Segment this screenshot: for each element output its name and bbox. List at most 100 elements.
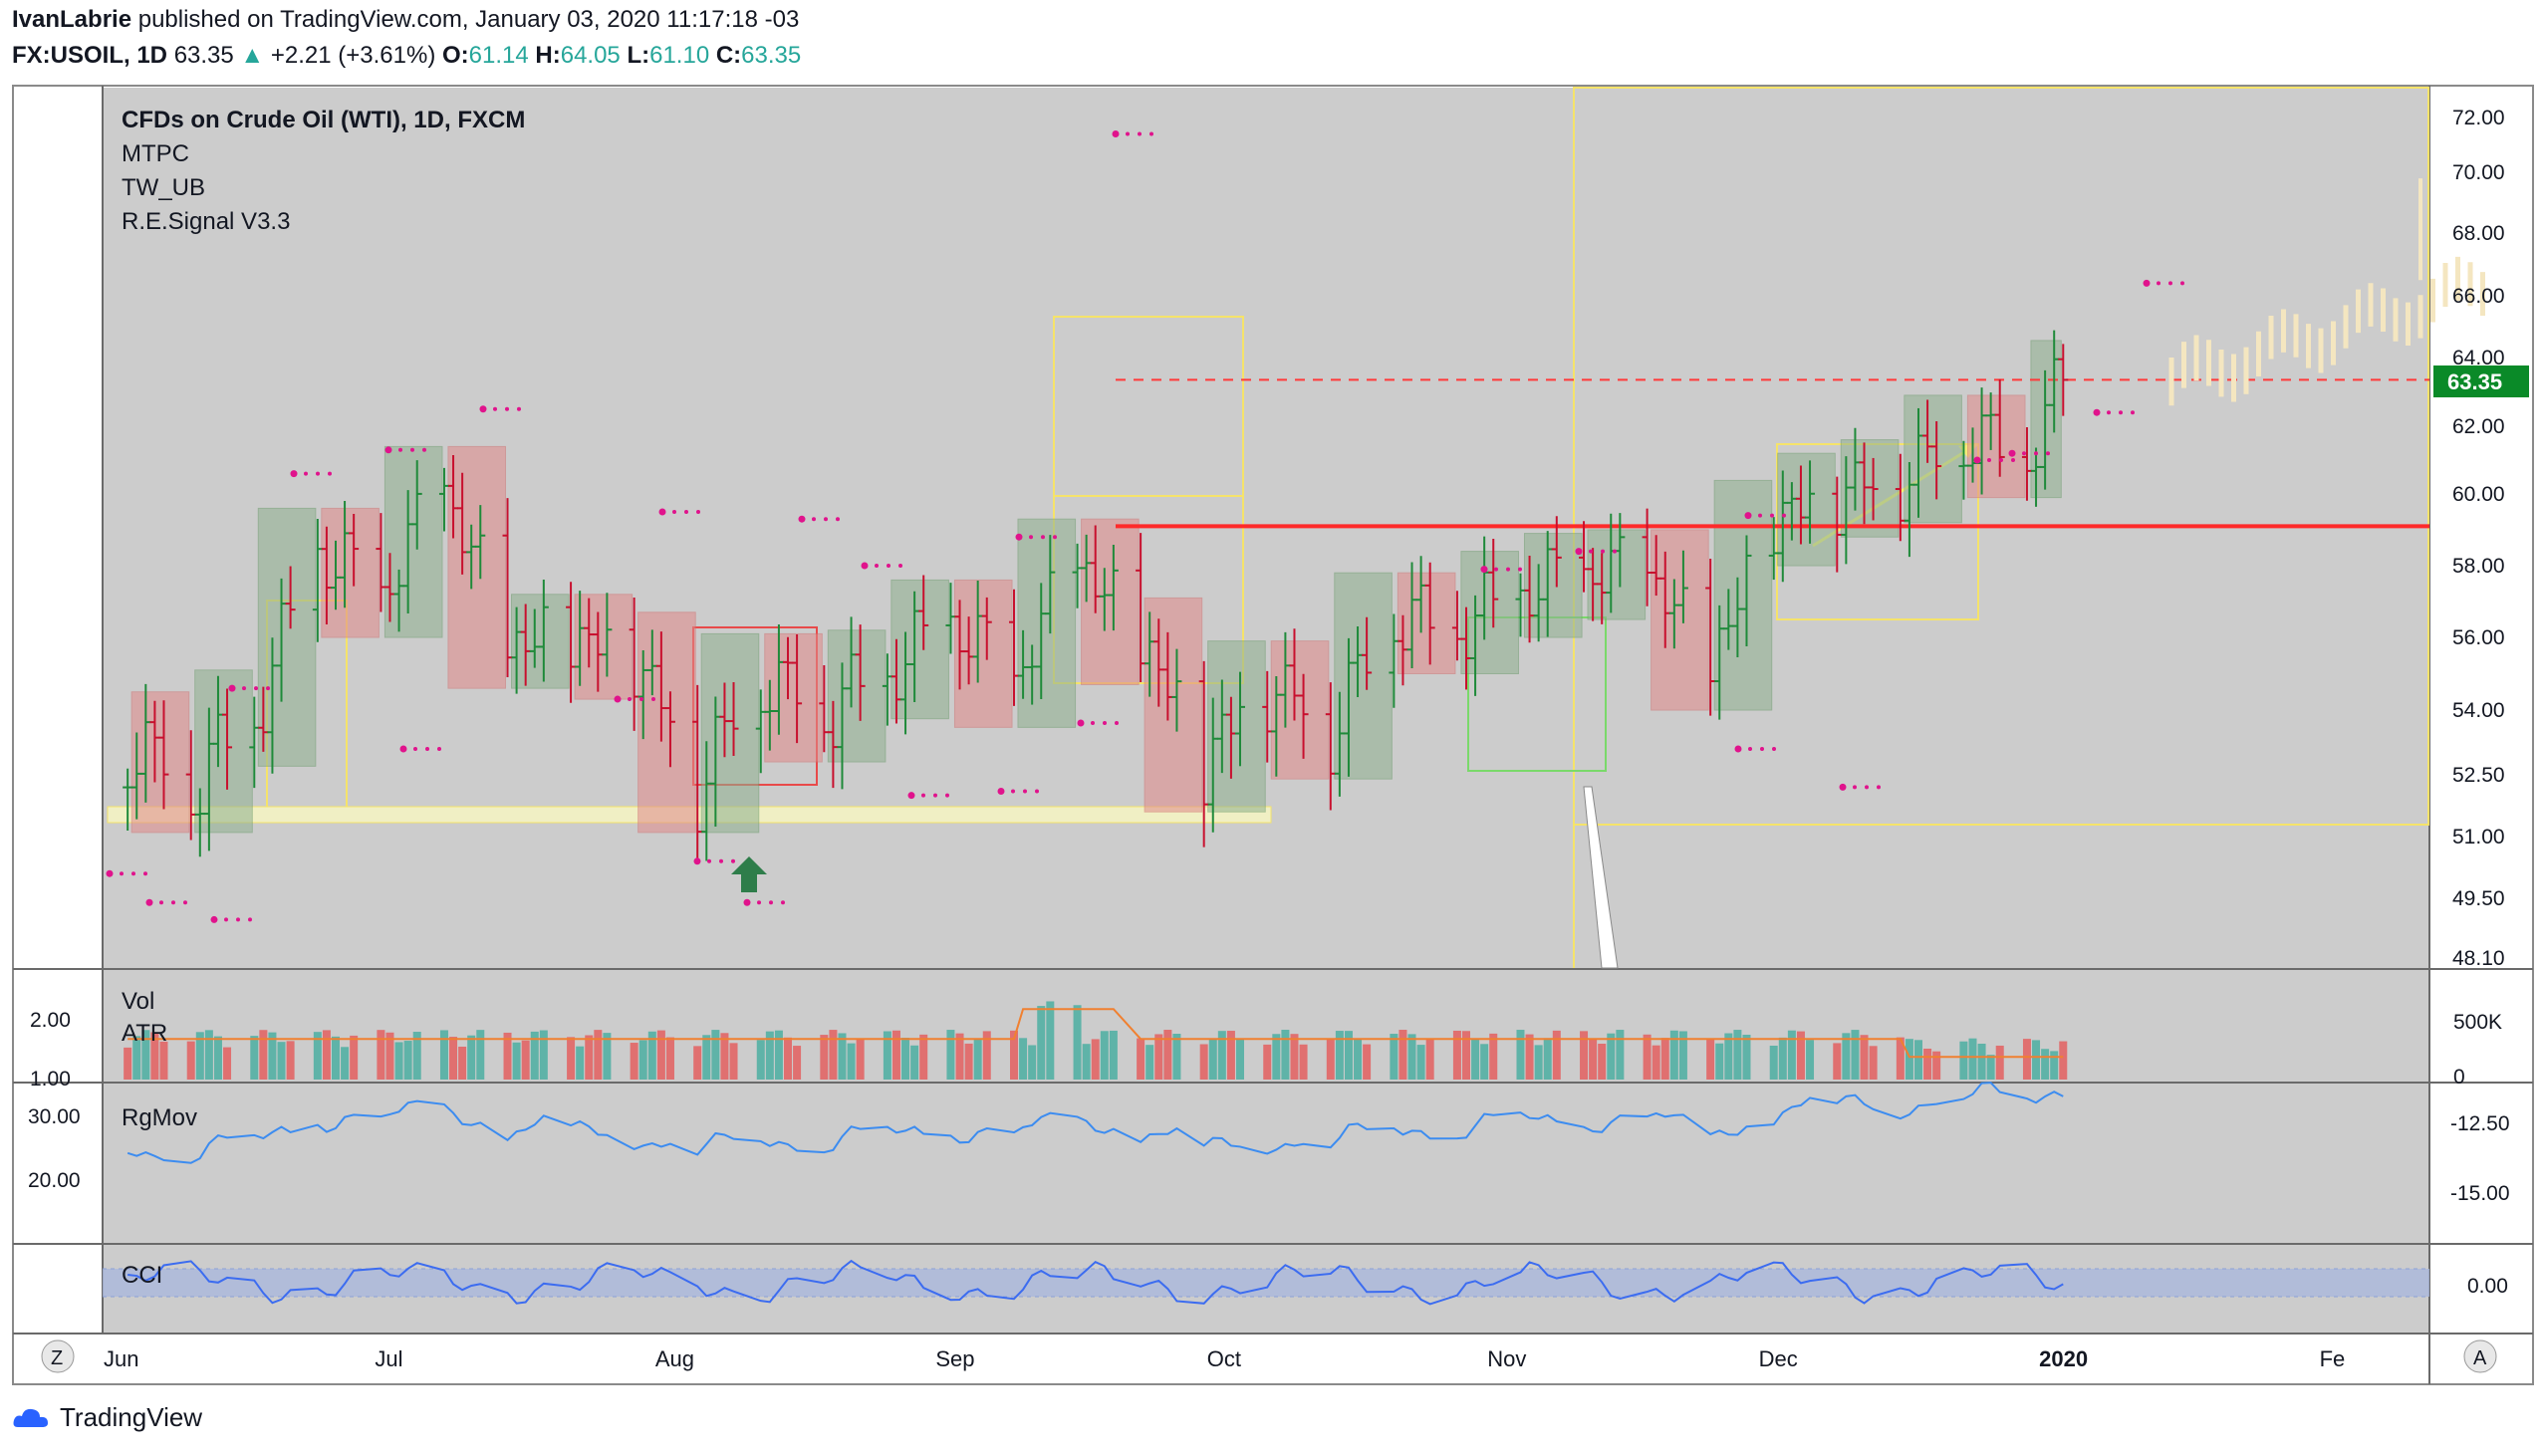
time-tick-label: Aug xyxy=(655,1346,694,1371)
signal-dot-trail xyxy=(672,510,676,514)
symbol-label[interactable]: FX:USOIL, 1D xyxy=(12,42,168,69)
volume-bar xyxy=(195,1032,204,1080)
legend-indicator[interactable]: TW_UB xyxy=(122,174,205,201)
volume-bar xyxy=(467,1035,476,1080)
signal-dot-trail xyxy=(248,917,252,922)
volume-bar xyxy=(1806,1040,1815,1080)
signal-dot-trail xyxy=(2119,410,2123,415)
signal-dot xyxy=(743,898,751,906)
price-tick-label: 64.00 xyxy=(2452,347,2505,369)
time-tick-label: Jun xyxy=(104,1346,138,1371)
signal-dot xyxy=(614,695,622,703)
volume-bar xyxy=(530,1031,539,1080)
signal-dot-trail xyxy=(898,564,902,568)
volume-ma-line xyxy=(127,1008,2064,1059)
volume-bar xyxy=(1616,1030,1625,1080)
volume-bar xyxy=(982,1031,991,1080)
volume-bar xyxy=(268,1032,277,1080)
volume-bar xyxy=(1860,1035,1869,1080)
signal-dot xyxy=(290,470,298,478)
volume-bar xyxy=(1163,1030,1172,1080)
rgmov-label[interactable]: RgMov xyxy=(122,1104,197,1131)
volume-bar xyxy=(774,1030,783,1080)
signal-dot-trail xyxy=(1053,535,1057,540)
time-tick-label: Dec xyxy=(1759,1346,1798,1371)
tradingview-logo[interactable]: TradingView xyxy=(12,1402,202,1433)
signal-dot xyxy=(228,684,236,692)
volume-bar xyxy=(341,1047,350,1080)
signal-dot-trail xyxy=(1853,785,1857,790)
legend-indicator[interactable]: R.E.Signal V3.3 xyxy=(122,208,290,235)
volume-bar xyxy=(1398,1030,1407,1080)
open-label: O: xyxy=(441,42,469,69)
volume-bar xyxy=(1082,1044,1091,1080)
signal-dot-trail xyxy=(159,900,163,905)
atr-label[interactable]: ATR xyxy=(122,1020,167,1047)
price-tick-label: 49.50 xyxy=(2452,887,2505,910)
pointer-drawing[interactable] xyxy=(1583,786,1619,969)
signal-dot-trail xyxy=(836,517,840,522)
volume-bar xyxy=(901,1038,910,1080)
legend-symbol[interactable]: CFDs on Crude Oil (WTI), 1D, FXCM xyxy=(122,107,525,133)
signal-dot-trail xyxy=(945,793,949,798)
z-button[interactable] xyxy=(41,1339,75,1373)
volume-bar xyxy=(1959,1041,1968,1080)
volume-bar xyxy=(2050,1051,2059,1080)
signal-dot-trail xyxy=(824,517,828,522)
signal-dot-trail xyxy=(769,900,773,905)
signal-dot-trail xyxy=(887,564,890,568)
signal-dot-trail xyxy=(1126,131,1130,136)
z-button-label: Z xyxy=(51,1347,63,1369)
volume-bar xyxy=(213,1036,222,1080)
signal-zone-box xyxy=(1207,640,1266,813)
price-tick-label: 70.00 xyxy=(2452,161,2505,184)
price-tick-label: 48.10 xyxy=(2452,947,2505,970)
signal-dot xyxy=(907,792,915,800)
volume-bar xyxy=(1154,1034,1163,1080)
price-tick-label: 58.00 xyxy=(2452,555,2505,578)
volume-bar xyxy=(1489,1033,1498,1080)
signal-dot-trail xyxy=(1770,513,1774,518)
signal-dot-trail xyxy=(2131,410,2135,415)
cloud-logo-icon xyxy=(13,1408,48,1427)
signal-dot-trail xyxy=(505,406,509,411)
vol-label[interactable]: Vol xyxy=(122,988,154,1015)
signal-dot-trail xyxy=(1138,131,1142,136)
price-badge xyxy=(2433,365,2529,397)
time-axis[interactable]: Jun Jul Aug Sep Oct Nov Dec 2020 Fe xyxy=(104,1346,2345,1371)
volume-bar xyxy=(439,1030,448,1080)
signal-dot-trail xyxy=(316,471,320,476)
price-change: +2.21 (+3.61%) xyxy=(270,42,436,69)
rgmov-left-tick: 20.00 xyxy=(28,1169,81,1192)
volume-bar xyxy=(1480,1044,1489,1080)
volume-bar xyxy=(204,1030,213,1080)
volume-bar xyxy=(585,1035,594,1080)
signal-zone-box xyxy=(1017,518,1077,728)
price-axis[interactable]: 72.00 70.00 68.00 66.00 64.00 62.00 60.00 58.00… xyxy=(2452,107,2505,970)
volume-bar xyxy=(1109,1030,1118,1080)
volume-bar xyxy=(910,1045,919,1080)
author-name[interactable]: IvanLabrie xyxy=(12,6,132,33)
signal-dot-trail xyxy=(812,517,816,522)
legend-indicator[interactable]: MTPC xyxy=(122,140,189,167)
volume-bar xyxy=(250,1036,259,1080)
volume-bar xyxy=(1914,1040,1922,1080)
signal-zone-box xyxy=(827,629,887,763)
cci-label[interactable]: CCI xyxy=(122,1262,162,1289)
signal-dot-trail xyxy=(266,686,270,691)
volume-bar xyxy=(1335,1031,1344,1080)
price-tick-label: 72.00 xyxy=(2452,107,2505,129)
auto-scale-button[interactable] xyxy=(2463,1339,2497,1373)
signal-dot xyxy=(1744,512,1752,520)
price-tick-label: 60.00 xyxy=(2452,483,2505,506)
signal-dot-trail xyxy=(1115,721,1119,725)
rgmov-pane[interactable] xyxy=(103,1084,2429,1243)
rgmov-left-tick: 30.00 xyxy=(28,1105,81,1128)
signal-dot xyxy=(1077,719,1085,727)
volume-bar xyxy=(1145,1045,1154,1080)
volume-bar xyxy=(1995,1045,2004,1080)
projected-bars xyxy=(2168,178,2485,406)
time-tick-label: 2020 xyxy=(2039,1346,2088,1371)
volume-bar xyxy=(1272,1034,1281,1080)
